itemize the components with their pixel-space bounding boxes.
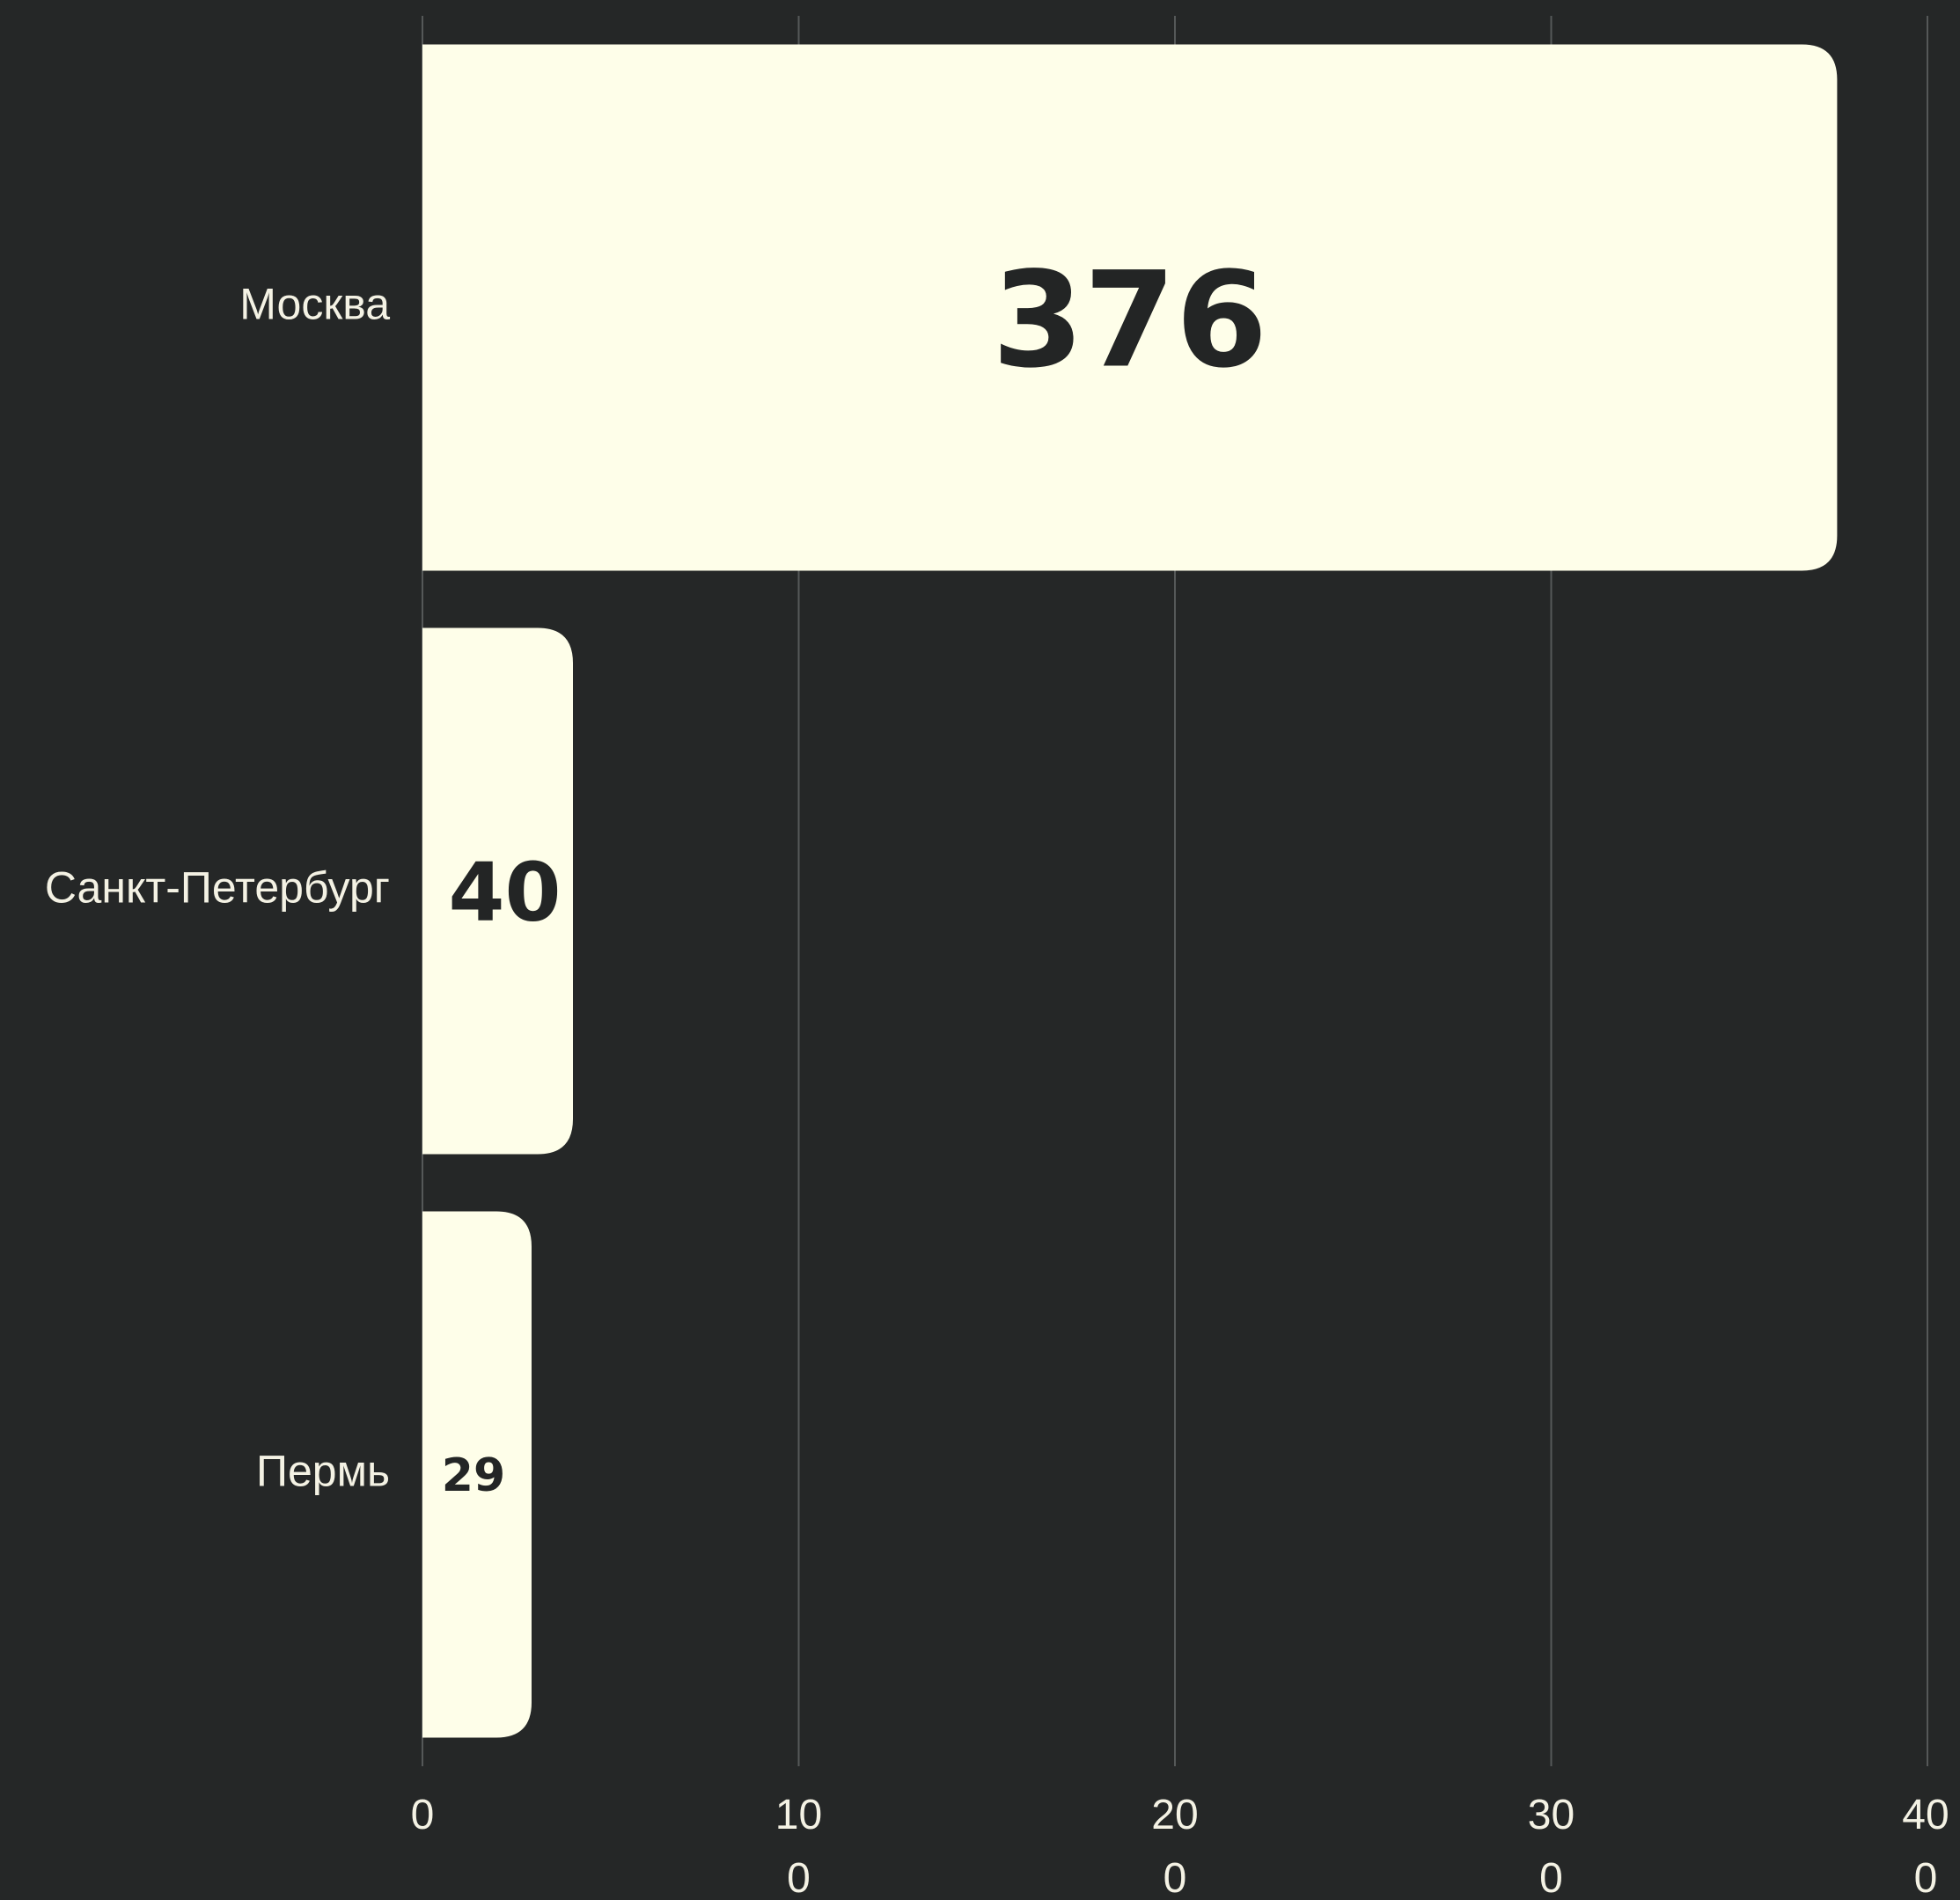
x-tick-label: 30 [1528, 1792, 1575, 1838]
x-axis-ticks: 0 10 0 20 0 30 0 40 0 [411, 1792, 1949, 1900]
category-label: Санкт-Петербург [45, 863, 390, 913]
bar [422, 627, 573, 1155]
category-label: Москва [239, 280, 390, 329]
value-label: 29 [442, 1449, 505, 1502]
x-tick-label: 0 [1914, 1855, 1938, 1900]
x-tick-label: 10 [775, 1792, 822, 1838]
category-label: Пермь [256, 1447, 390, 1496]
bar [422, 44, 1838, 571]
x-tick-label: 0 [1164, 1855, 1187, 1900]
bars [422, 44, 1838, 1738]
value-label: 376 [992, 245, 1267, 398]
value-labels: 376 40 29 [442, 245, 1267, 1503]
value-label: 40 [448, 846, 561, 940]
x-tick-label: 0 [787, 1855, 811, 1900]
x-tick-label: 0 [1539, 1855, 1563, 1900]
x-tick-label: 40 [1902, 1792, 1949, 1838]
x-tick-label: 0 [411, 1792, 435, 1838]
bar [422, 1211, 532, 1738]
x-tick-label: 20 [1151, 1792, 1198, 1838]
category-labels: Москва Санкт-Петербург Пермь [45, 280, 390, 1496]
